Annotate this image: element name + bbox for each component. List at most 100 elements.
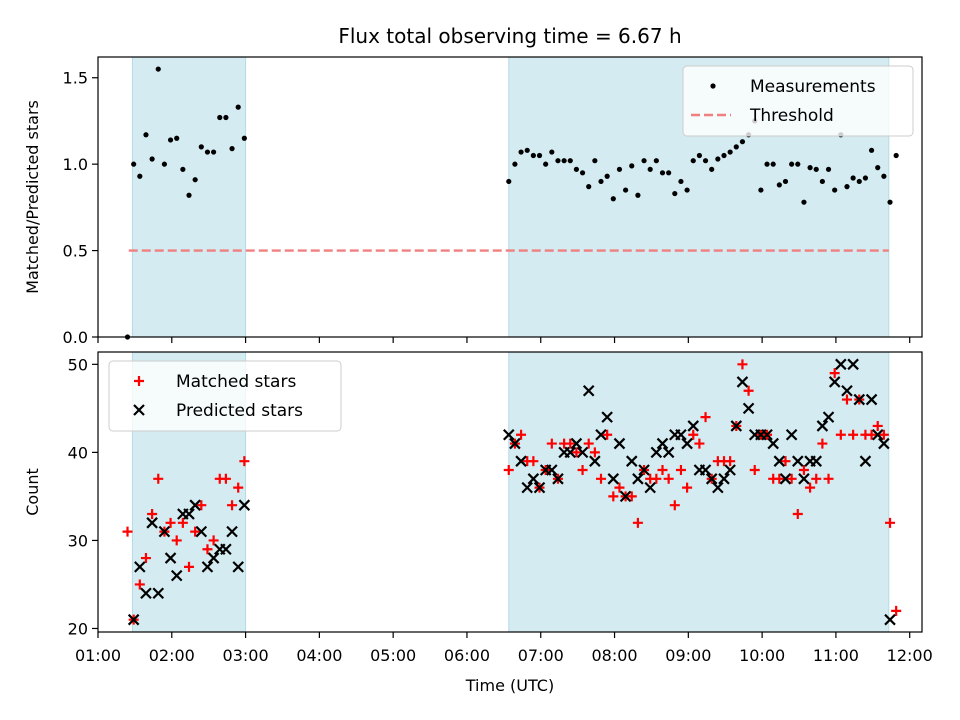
top-panel: 0.0 0.5 1.0 1.5 Matched/Predicted stars Measu… (23, 56, 923, 347)
top-dot-point-26 (543, 161, 549, 167)
bottom-x-point-65 (785, 428, 798, 441)
bottom-x-point-26 (546, 464, 558, 476)
bottom-x-point-33 (589, 455, 601, 467)
bottom-x-point-76 (853, 393, 866, 406)
top-legend-label-0: Measurements (750, 77, 876, 97)
bottom-x-point-1 (134, 561, 146, 573)
bottom-plus-point-5 (153, 473, 164, 484)
bottom-x-point-69 (810, 455, 823, 467)
top-dot-point-44 (653, 158, 659, 164)
top-dot-point-46 (666, 170, 672, 176)
bottom-xtick-label-0: 01:00 (75, 646, 121, 665)
top-dot-point-55 (721, 152, 727, 159)
bottom-legend-key-1 (133, 404, 145, 416)
top-dot-point-61 (758, 187, 764, 193)
bottom-ytick-label-0: 20 (68, 619, 88, 638)
bottom-legend-key-0 (134, 376, 144, 386)
bottom-x-point-17 (232, 561, 244, 573)
top-dot-point-33 (586, 184, 592, 190)
bottom-xtick-label-7: 08:00 (591, 646, 637, 665)
bottom-plus-point-70 (811, 473, 822, 484)
bottom-plus-point-50 (688, 429, 699, 440)
top-dot-point-50 (690, 158, 696, 164)
top-dot-point-36 (604, 173, 610, 179)
top-dot-point-16 (223, 114, 229, 121)
bottom-plus-point-49 (682, 482, 693, 493)
top-dot-point-52 (702, 158, 709, 164)
bottom-ytick-label-3: 50 (68, 355, 88, 374)
top-dot-point-13 (204, 149, 211, 155)
bottom-observing-window-1 (508, 351, 890, 633)
bottom-panel: 20 30 40 50 01:00 02:00 03:00 04:00 05:00 06:00 07… (23, 351, 933, 695)
bottom-x-point-37 (613, 437, 626, 450)
top-ytick-label-2: 1.0 (63, 155, 88, 174)
bottom-x-point-66 (792, 455, 804, 467)
bottom-x-point-56 (730, 420, 743, 432)
bottom-plus-point-80 (872, 420, 883, 431)
top-series-measurements (124, 66, 899, 340)
top-dot-point-82 (887, 199, 893, 205)
bottom-plus-point-16 (220, 473, 231, 484)
top-dot-point-62 (764, 161, 770, 167)
bottom-x-point-40 (632, 473, 644, 485)
top-dot-point-57 (733, 144, 739, 150)
bottom-plus-point-45 (657, 464, 668, 475)
bottom-plus-point-30 (565, 438, 576, 449)
bottom-plus-point-64 (774, 473, 785, 484)
bottom-x-point-45 (662, 446, 675, 459)
bottom-x-point-78 (865, 393, 878, 406)
bottom-plus-point-27 (546, 438, 557, 449)
top-dot-point-53 (709, 166, 715, 172)
bottom-x-point-73 (835, 358, 847, 371)
top-dot-point-2 (137, 173, 143, 179)
top-dot-point-22 (518, 149, 524, 155)
bottom-x-point-54 (718, 473, 730, 485)
top-dot-point-40 (629, 163, 635, 169)
top-dot-point-71 (819, 178, 825, 185)
bottom-plus-point-8 (171, 535, 182, 546)
bottom-plus-point-19 (239, 456, 250, 467)
bottom-plus-point-11 (190, 526, 201, 537)
bottom-x-point-34 (595, 428, 607, 441)
bottom-x-point-58 (742, 402, 755, 415)
bottom-plus-point-65 (780, 456, 791, 467)
top-dot-point-83 (893, 152, 899, 159)
top-dot-point-32 (579, 170, 586, 176)
bottom-plus-point-24 (528, 456, 539, 467)
bottom-x-point-5 (158, 525, 171, 538)
bottom-xtick-label-5: 06:00 (444, 646, 490, 665)
bottom-x-point-74 (841, 384, 853, 397)
top-dot-point-76 (850, 175, 856, 181)
bottom-legend-label-1: Predicted stars (176, 401, 303, 421)
top-dot-point-81 (881, 173, 887, 179)
bottom-x-point-53 (712, 481, 724, 494)
top-dot-point-3 (143, 132, 149, 138)
top-dot-point-21 (512, 161, 518, 167)
bottom-xtick-label-8: 09:00 (665, 646, 711, 665)
bottom-plus-point-22 (516, 429, 527, 440)
bottom-plus-point-75 (841, 394, 852, 405)
top-dot-point-4 (149, 156, 155, 162)
top-dot-point-6 (161, 161, 168, 167)
top-dot-point-51 (696, 152, 702, 159)
top-dot-point-20 (506, 178, 512, 185)
bottom-xtick-label-2: 03:00 (223, 646, 269, 665)
top-dot-point-35 (598, 178, 604, 185)
top-dot-point-10 (186, 192, 192, 198)
bottom-plus-point-73 (829, 368, 840, 379)
top-dot-point-14 (211, 149, 217, 155)
bottom-x-point-72 (828, 376, 841, 388)
bottom-x-point-19 (502, 428, 515, 441)
top-ytick-label-1: 0.5 (63, 242, 88, 261)
top-dot-point-39 (623, 187, 629, 193)
top-dot-point-24 (530, 152, 536, 159)
top-legend-key-0 (710, 83, 716, 89)
top-dot-point-48 (678, 178, 684, 185)
bottom-x-point-41 (638, 464, 650, 476)
bottom-x-point-22 (521, 481, 533, 494)
bottom-plus-point-69 (805, 482, 816, 493)
top-dot-point-12 (198, 144, 204, 150)
bottom-plus-point-83 (891, 605, 902, 616)
top-dot-point-72 (825, 166, 832, 172)
